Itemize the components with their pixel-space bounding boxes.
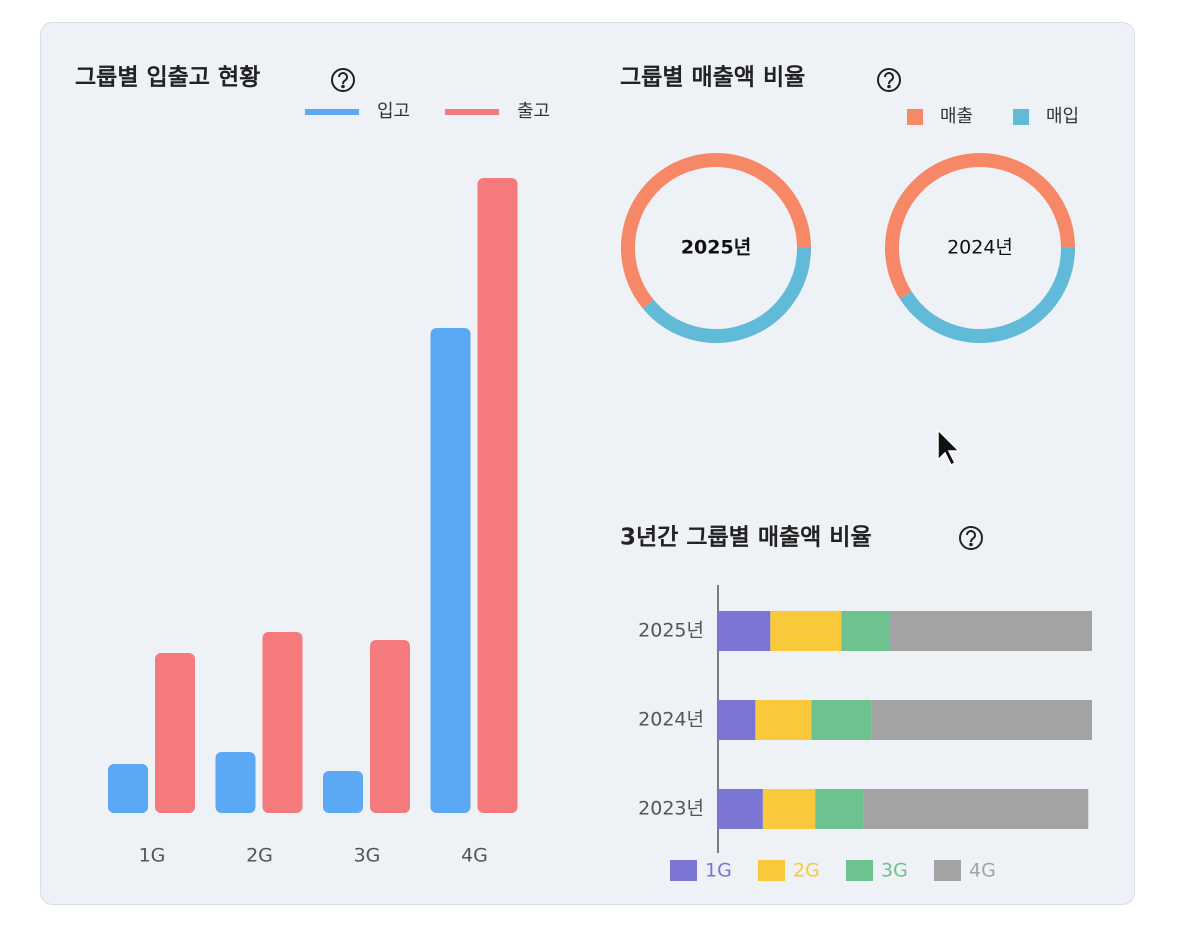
donut-segment [621, 153, 811, 309]
help-icons[interactable] [331, 68, 983, 550]
bar [370, 640, 410, 813]
bar-segment [815, 789, 864, 829]
bar-segment [718, 611, 771, 651]
legend-swatch [1013, 109, 1029, 125]
bar-segment [863, 789, 1089, 829]
donut-center-label: 2024년 [947, 237, 1013, 259]
bar-segment [762, 789, 816, 829]
y-tick-label: 2024년 [638, 709, 704, 731]
x-tick-label: 3G [354, 845, 381, 867]
bar-segment [755, 700, 812, 740]
legend-swatch [670, 860, 697, 881]
bar-segment [718, 700, 756, 740]
bar-segment [841, 611, 891, 651]
legend-label: 입고 [377, 101, 410, 122]
help-icon[interactable] [959, 526, 983, 550]
bar [155, 653, 195, 813]
x-tick-label: 1G [139, 845, 166, 867]
legend-line [445, 109, 499, 115]
donut-segment [642, 247, 811, 343]
legend-label: 매입 [1046, 106, 1079, 127]
legend-swatch [758, 860, 785, 881]
bar-segment [890, 611, 1092, 651]
donut-center-label: 2025년 [681, 237, 751, 259]
donut-title: 그룹별 매출액 비율 [620, 65, 805, 91]
bar-segment [871, 700, 1092, 740]
legend-label: 1G [705, 860, 732, 882]
legend-label: 3G [881, 860, 908, 882]
bar [477, 178, 518, 813]
y-tick-label: 2023년 [638, 798, 704, 820]
help-icon[interactable] [877, 68, 901, 92]
legend-label: 매출 [940, 106, 973, 127]
bar [262, 632, 303, 813]
bar [323, 771, 363, 813]
legend-label: 4G [969, 860, 996, 882]
legend-swatch [934, 860, 961, 881]
legend-label: 출고 [517, 101, 550, 122]
bar-segment [718, 789, 763, 829]
bar-title: 그룹별 입출고 현황 [75, 65, 260, 91]
bar-segment [811, 700, 872, 740]
help-icon[interactable] [331, 68, 355, 92]
legend-swatch [907, 109, 923, 125]
legend-swatch [846, 860, 873, 881]
card [40, 22, 1135, 905]
legend-line [305, 109, 359, 115]
x-tick-label: 2G [246, 845, 273, 867]
bar [215, 752, 256, 813]
cursor [937, 428, 961, 467]
bar-segment [770, 611, 842, 651]
donut-segment [885, 153, 1075, 299]
bar [430, 328, 471, 813]
legend-label: 2G [793, 860, 820, 882]
donut-segment [899, 247, 1075, 343]
y-tick-label: 2025년 [638, 620, 704, 642]
x-tick-label: 4G [461, 845, 488, 867]
stack-title: 3년간 그룹별 매출액 비율 [620, 525, 872, 551]
bar [108, 764, 148, 813]
